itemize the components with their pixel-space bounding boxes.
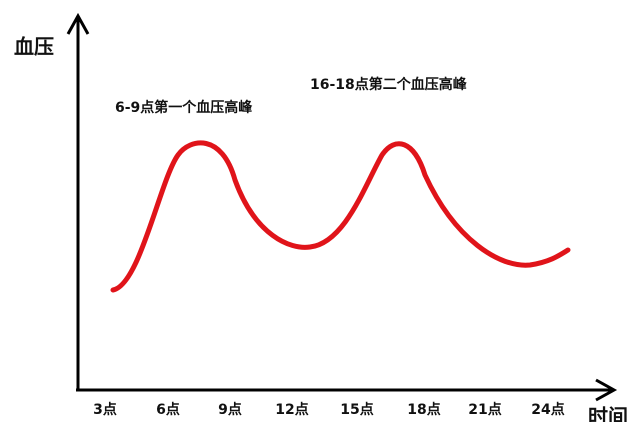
x-tick-label: 6点: [156, 401, 180, 418]
x-tick-label: 15点: [340, 401, 373, 418]
x-axis-arrow: [595, 378, 618, 402]
y-axis-title: 血压: [14, 35, 54, 59]
x-tick-label: 24点: [531, 401, 564, 418]
x-tick-label: 21点: [468, 401, 501, 418]
y-axis-arrow: [66, 12, 90, 35]
x-tick-label: 9点: [218, 401, 242, 418]
annotation: 6-9点第一个血压高峰: [115, 99, 253, 116]
x-tick-label: 18点: [407, 401, 440, 418]
x-tick-label: 12点: [275, 401, 308, 418]
blood-pressure-curve: [110, 140, 571, 293]
annotation: 16-18点第二个血压高峰: [310, 76, 468, 93]
x-tick-label: 3点: [93, 401, 117, 418]
x-axis-title: 时间: [588, 405, 628, 422]
